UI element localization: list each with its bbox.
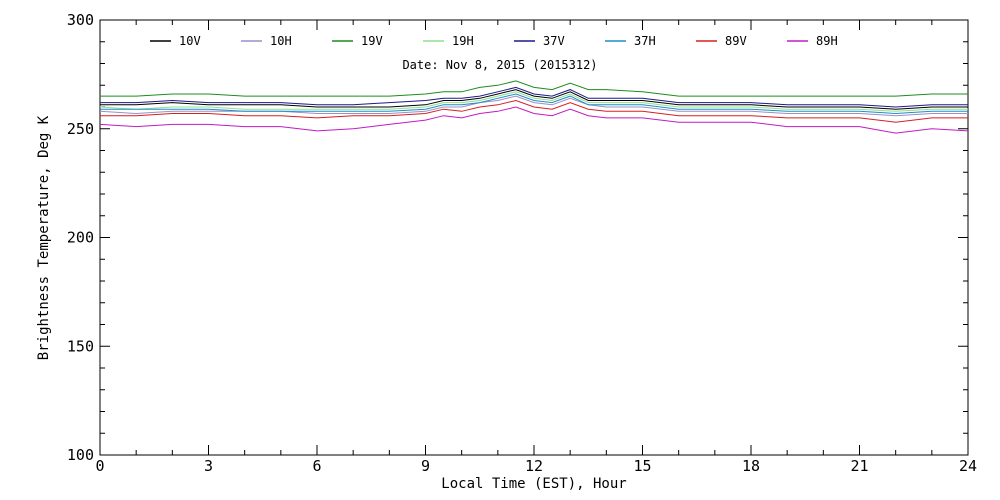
- y-axis-ticks: 100 150 200 250 300: [67, 11, 968, 464]
- legend: 10V 10H 19V 19H 37V 37H 89V 89H: [150, 34, 838, 48]
- y-axis-label: Brightness Temperature, Deg K: [36, 115, 52, 360]
- x-axis-ticks: 0 3 6 9 12 15 18 21 24: [95, 20, 977, 475]
- y-tick-label: 200: [67, 229, 94, 247]
- legend-label-89v: 89V: [725, 34, 747, 48]
- x-tick-label: 0: [95, 457, 104, 475]
- chart-title: Date: Nov 8, 2015 (2015312): [402, 58, 597, 72]
- series-line-37v: [100, 86, 968, 108]
- series-line-19h: [99, 91, 968, 112]
- plot-border: [99, 19, 969, 456]
- series-line-89v: [100, 99, 968, 123]
- x-tick-label: 18: [742, 457, 760, 475]
- legend-label-37v: 37V: [543, 34, 565, 48]
- x-tick-label: 12: [525, 457, 543, 475]
- series-line-37h: [100, 93, 968, 115]
- legend-label-19h: 19H: [452, 34, 474, 48]
- series-line-10v: [100, 89, 968, 110]
- y-tick-label: 250: [67, 120, 94, 138]
- legend-label-10v: 10V: [179, 34, 201, 48]
- legend-label-37h: 37H: [634, 34, 656, 48]
- legend-label-19v: 19V: [361, 34, 383, 48]
- y-tick-label: 300: [67, 11, 94, 29]
- x-tick-label: 3: [204, 457, 213, 475]
- legend-label-89h: 89H: [816, 34, 838, 48]
- series-line-10h: [99, 95, 968, 117]
- x-tick-label: 6: [312, 457, 321, 475]
- legend-label-10h: 10H: [270, 34, 292, 48]
- x-axis-label: Local Time (EST), Hour: [441, 476, 626, 492]
- x-tick-label: 9: [421, 457, 430, 475]
- series-lines: [99, 80, 969, 134]
- series-line-89h: [99, 106, 969, 134]
- y-tick-label: 100: [67, 446, 94, 464]
- x-tick-label: 21: [850, 457, 868, 475]
- x-tick-label: 24: [959, 457, 977, 475]
- x-tick-label: 15: [633, 457, 651, 475]
- y-tick-label: 150: [67, 337, 94, 355]
- series-line-19v: [100, 80, 968, 97]
- plot-frame: [99, 19, 969, 456]
